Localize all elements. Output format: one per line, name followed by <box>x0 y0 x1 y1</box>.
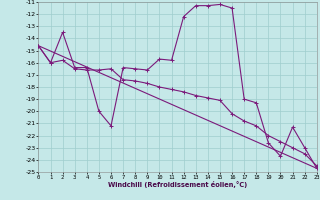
X-axis label: Windchill (Refroidissement éolien,°C): Windchill (Refroidissement éolien,°C) <box>108 181 247 188</box>
